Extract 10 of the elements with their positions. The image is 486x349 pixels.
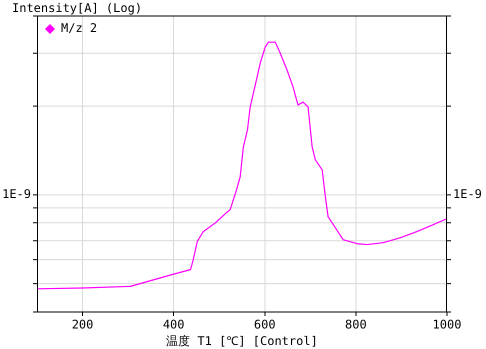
annotation: 1E-9 [2, 187, 31, 202]
x-tick-label: 400 [162, 317, 185, 332]
x-axis-title: 温度 T1 [℃] [Control] [166, 334, 318, 348]
annotation: 1E-9 [453, 187, 482, 202]
x-tick-label: 600 [254, 317, 276, 332]
legend-label: M/z 2 [61, 21, 98, 36]
x-tick-label: 1000 [432, 317, 462, 332]
x-tick-label: 200 [72, 317, 94, 332]
x-tick-label: 800 [345, 317, 367, 332]
y-axis-title: Intensity[A] (Log) [12, 1, 142, 16]
